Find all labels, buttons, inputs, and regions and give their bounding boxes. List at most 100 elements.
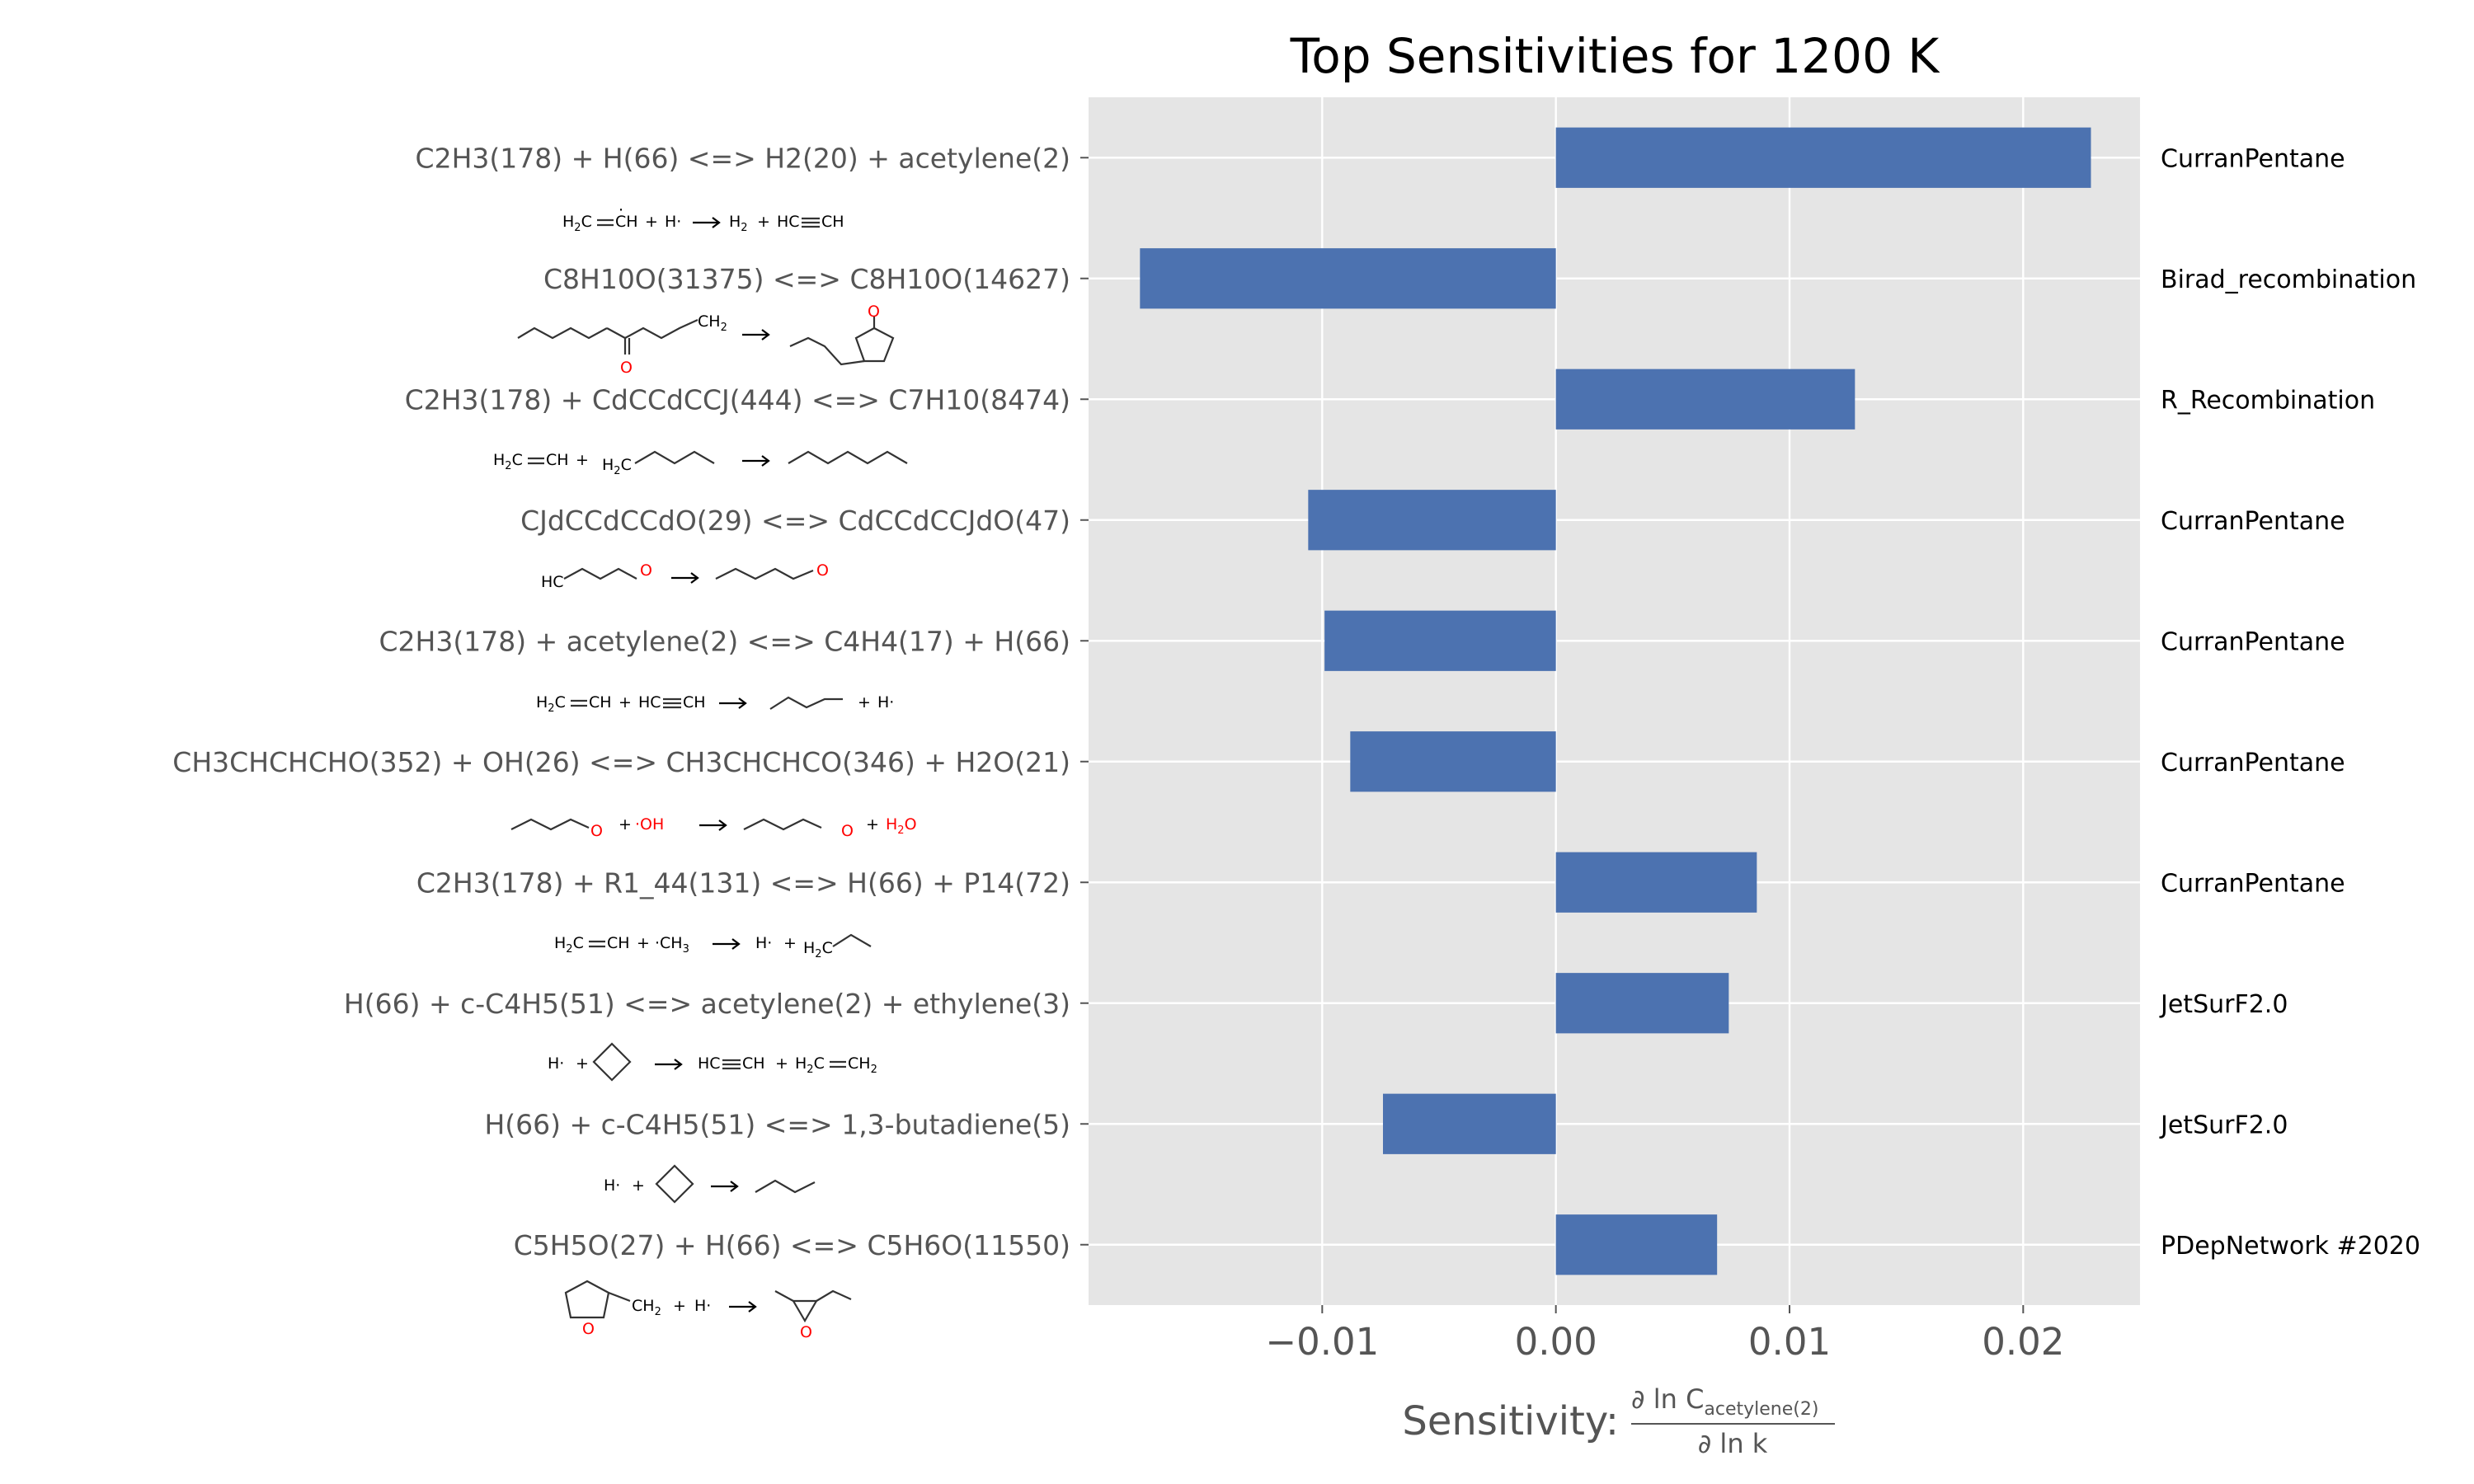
svg-text:+: +	[757, 213, 770, 231]
reaction-structure-7: H2C CH + ·CH3 H· + H2C	[554, 933, 872, 960]
family-label: CurranPentane	[2161, 627, 2345, 656]
bar	[1308, 490, 1556, 551]
bar	[1350, 731, 1556, 792]
svg-text:+: +	[637, 934, 650, 952]
structure-text: O	[640, 561, 652, 580]
structure-text: CH	[607, 934, 630, 952]
reaction-label: C2H3(178) + CdCCdCCJ(444) <=> C7H10(8474…	[405, 383, 1070, 416]
reaction-label: C8H10O(31375) <=> C8H10O(14627)	[543, 263, 1070, 295]
structure-text: H2C	[602, 456, 632, 477]
svg-text:+: +	[858, 693, 871, 711]
reaction-structure-8: H· + HC CH + H2C CH2	[548, 1042, 877, 1082]
svg-text:+: +	[618, 693, 632, 711]
structure-text: ·CH3	[655, 934, 689, 956]
family-label: R_Recombination	[2161, 386, 2375, 415]
bar	[1555, 127, 2091, 188]
structure-text: H·	[604, 1176, 620, 1195]
family-label: PDepNetwork #2020	[2161, 1232, 2420, 1261]
bar	[1555, 973, 1729, 1034]
svg-text:+: +	[866, 815, 879, 834]
family-labels: CurranPentane Birad_recombination R_Recomb…	[2159, 144, 2420, 1261]
structure-text: HC	[698, 1054, 721, 1073]
family-label: CurranPentane	[2161, 749, 2345, 777]
x-axis-label: Sensitivity: ∂ ln Cacetylene(2) ∂ ln k	[1402, 1383, 1835, 1459]
reaction-structure-1: H2C CH · + H· H2 + HC CH	[562, 201, 844, 234]
structure-text: CH2	[848, 1054, 877, 1076]
structure-text: H2O	[886, 815, 917, 837]
structure-text: H2C	[795, 1054, 825, 1076]
x-tick-label: −0.01	[1265, 1320, 1379, 1364]
reaction-label: C2H3(178) + R1_44(131) <=> H(66) + P14(7…	[416, 866, 1070, 899]
reaction-structure-2: O CH2 O	[517, 303, 895, 377]
structure-text: HC	[541, 573, 564, 591]
structure-text: O	[800, 1323, 812, 1341]
family-label: CurranPentane	[2161, 869, 2345, 898]
structure-text: H·	[694, 1297, 711, 1315]
x-axis-ticks: −0.01 0.00 0.01 0.02	[1265, 1305, 2064, 1364]
reaction-structure-4: HC O O	[541, 561, 829, 591]
structure-text: H2C	[536, 693, 566, 715]
structure-text: H2C	[803, 939, 833, 960]
family-label: CurranPentane	[2161, 507, 2345, 536]
svg-text:+: +	[618, 815, 632, 834]
bar	[1140, 248, 1556, 309]
reaction-labels: C2H3(178) + H(66) <=> H2(20) + acetylene…	[172, 142, 1089, 1261]
bar	[1555, 369, 1856, 430]
chart-title: Top Sensitivities for 1200 K	[1290, 28, 1941, 84]
structure-text: H2C	[493, 451, 523, 472]
x-tick-label: 0.01	[1748, 1320, 1831, 1364]
reaction-structure-6: O + ·OH O + H2O	[510, 815, 917, 840]
structure-text: H2	[729, 213, 748, 234]
reaction-structure-10: O CH2 + H· O	[564, 1280, 852, 1341]
svg-text:+: +	[673, 1297, 686, 1315]
structure-text: H·	[877, 693, 894, 711]
bar	[1555, 852, 1757, 913]
structure-text: CH	[615, 213, 638, 231]
svg-text:+: +	[632, 1176, 645, 1195]
structure-text: O	[868, 303, 880, 321]
structure-text: H·	[755, 934, 772, 952]
structure-text: HC	[638, 693, 661, 711]
structure-text: H·	[548, 1054, 564, 1073]
x-tick-label: 0.00	[1515, 1320, 1597, 1364]
structure-text: CH	[546, 451, 569, 469]
x-tick-label: 0.02	[1982, 1320, 2064, 1364]
svg-text:+: +	[783, 934, 797, 952]
x-axis-label-numerator: ∂ ln Cacetylene(2)	[1631, 1383, 1818, 1420]
svg-text:·: ·	[618, 201, 623, 219]
reaction-structure-9: H· +	[604, 1164, 816, 1204]
bars	[1140, 127, 2091, 1275]
structure-text: CH	[742, 1054, 765, 1073]
structure-text: O	[620, 359, 633, 377]
reaction-label: H(66) + c-C4H5(51) <=> acetylene(2) + et…	[344, 988, 1070, 1020]
structure-text: HC	[777, 213, 800, 231]
structure-text: ·OH	[635, 815, 664, 834]
bar	[1555, 1214, 1718, 1275]
reaction-label: CH3CHCHCHO(352) + OH(26) <=> CH3CHCHCO(3…	[172, 746, 1070, 778]
structure-text: O	[590, 822, 603, 840]
structure-text: H2C	[562, 213, 592, 234]
family-label: JetSurF2.0	[2159, 990, 2288, 1019]
reaction-structure-3: H2C CH + H2C	[493, 450, 908, 477]
structure-text: CH	[683, 693, 706, 711]
svg-text:+: +	[775, 1054, 788, 1073]
reaction-label: C2H3(178) + acetylene(2) <=> C4H4(17) + …	[379, 625, 1071, 657]
reaction-label: C5H5O(27) + H(66) <=> C5H6O(11550)	[514, 1229, 1070, 1261]
structure-text: H·	[665, 213, 681, 231]
structure-text: H2C	[554, 934, 584, 956]
bar	[1383, 1093, 1556, 1154]
svg-text:+: +	[576, 1054, 589, 1073]
svg-text:+: +	[645, 213, 658, 231]
structure-text: O	[816, 561, 829, 580]
structure-text: O	[582, 1320, 595, 1338]
reaction-label: H(66) + c-C4H5(51) <=> 1,3-butadiene(5)	[484, 1108, 1070, 1140]
svg-text:+: +	[576, 451, 589, 469]
reaction-label: C2H3(178) + H(66) <=> H2(20) + acetylene…	[416, 142, 1070, 174]
x-axis-label-prefix: Sensitivity:	[1402, 1398, 1619, 1444]
structure-text: CH2	[632, 1297, 661, 1318]
reaction-label: CJdCCdCCdO(29) <=> CdCCdCCJdO(47)	[520, 505, 1070, 537]
structure-text: O	[841, 822, 854, 840]
family-label: JetSurF2.0	[2159, 1111, 2288, 1139]
structure-text: CH	[821, 213, 844, 231]
